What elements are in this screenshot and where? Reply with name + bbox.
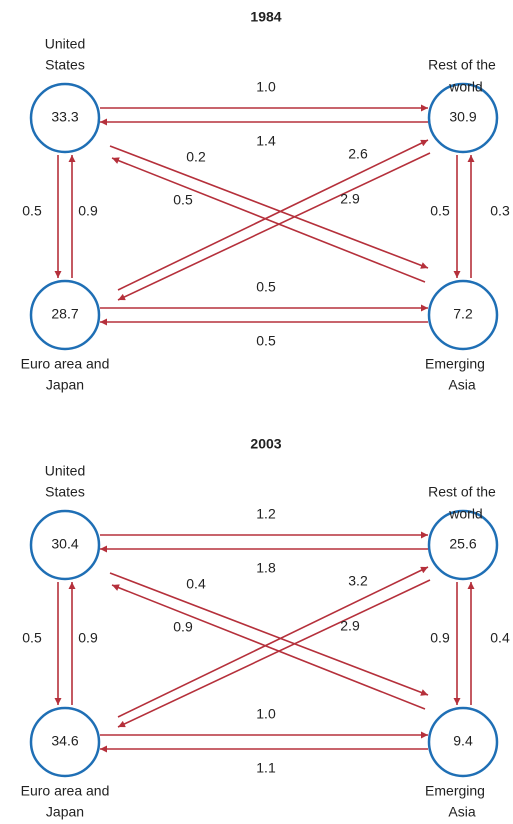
flow-label: 1.1 — [256, 760, 276, 776]
flow-label: 0.5 — [22, 630, 42, 646]
flow-label: 0.3 — [490, 203, 510, 219]
panel-title: 1984 — [250, 9, 281, 25]
node-circle — [427, 509, 499, 581]
node-label: United — [45, 463, 85, 479]
flow-label: 0.9 — [430, 630, 450, 646]
node-label: States — [45, 484, 85, 500]
node-value: 33.3 — [51, 109, 78, 125]
flow-arrow — [111, 584, 426, 710]
flow-label: 0.4 — [490, 630, 510, 646]
node-value: 25.6 — [449, 536, 476, 552]
node-value: 30.9 — [449, 109, 476, 125]
node-label: Euro area and — [21, 783, 110, 799]
flow-arrow — [117, 566, 429, 718]
node-label: Asia — [448, 377, 475, 393]
flow-arrow — [111, 157, 426, 283]
node-label: Emerging — [425, 783, 485, 799]
flow-label: 0.5 — [256, 279, 276, 295]
flow-label: 0.5 — [256, 333, 276, 349]
flow-label: 3.2 — [348, 573, 368, 589]
panel: 2003 1.2 1.8 0.4 0.9 3.2 2.9 0.5 0.9 0.9 0.4 1.0 1.1… — [21, 436, 510, 820]
node-value: 9.4 — [453, 733, 473, 749]
flow-label: 2.9 — [340, 191, 360, 207]
node-circle — [29, 279, 101, 351]
node-circle — [29, 82, 101, 154]
flow-label: 1.8 — [256, 560, 276, 576]
flow-label: 0.4 — [186, 576, 206, 592]
node-label: Euro area and — [21, 356, 110, 372]
flow-label: 1.2 — [256, 506, 276, 522]
flow-label: 2.9 — [340, 618, 360, 634]
node-label: Emerging — [425, 356, 485, 372]
flow-label: 0.9 — [78, 630, 98, 646]
node-circle — [427, 706, 499, 778]
node-circle — [29, 509, 101, 581]
node-label: States — [45, 57, 85, 73]
panel: 1984 1.0 1.4 0.2 0.5 2.6 2.9 0.5 0.9 0.5 0.3 0.5 0.5… — [21, 9, 510, 393]
flow-arrow — [109, 572, 429, 696]
flow-arrow — [117, 139, 429, 291]
flow-label: 0.2 — [186, 149, 206, 165]
flow-label: 0.5 — [22, 203, 42, 219]
node-label: world — [448, 506, 482, 522]
flow-label: 2.6 — [348, 146, 368, 162]
node-circle — [427, 279, 499, 351]
flow-label: 0.9 — [78, 203, 98, 219]
node-label: Rest of the — [428, 57, 496, 73]
flow-arrow — [117, 579, 431, 728]
panel-title: 2003 — [250, 436, 281, 452]
flow-label: 0.9 — [173, 619, 193, 635]
node-value: 28.7 — [51, 306, 78, 322]
flow-label: 1.4 — [256, 133, 276, 149]
flow-label: 1.0 — [256, 79, 276, 95]
flow-label: 1.0 — [256, 706, 276, 722]
node-label: Japan — [46, 804, 84, 820]
flow-label: 0.5 — [173, 192, 193, 208]
node-label: Rest of the — [428, 484, 496, 500]
node-label: world — [448, 79, 482, 95]
node-label: Japan — [46, 377, 84, 393]
flow-label: 0.5 — [430, 203, 450, 219]
node-value: 34.6 — [51, 733, 78, 749]
node-label: United — [45, 36, 85, 52]
node-label: Asia — [448, 804, 475, 820]
node-circle — [427, 82, 499, 154]
node-circle — [29, 706, 101, 778]
node-value: 7.2 — [453, 306, 473, 322]
flow-arrow — [117, 152, 431, 301]
node-value: 30.4 — [51, 536, 78, 552]
flow-arrow — [109, 145, 429, 269]
